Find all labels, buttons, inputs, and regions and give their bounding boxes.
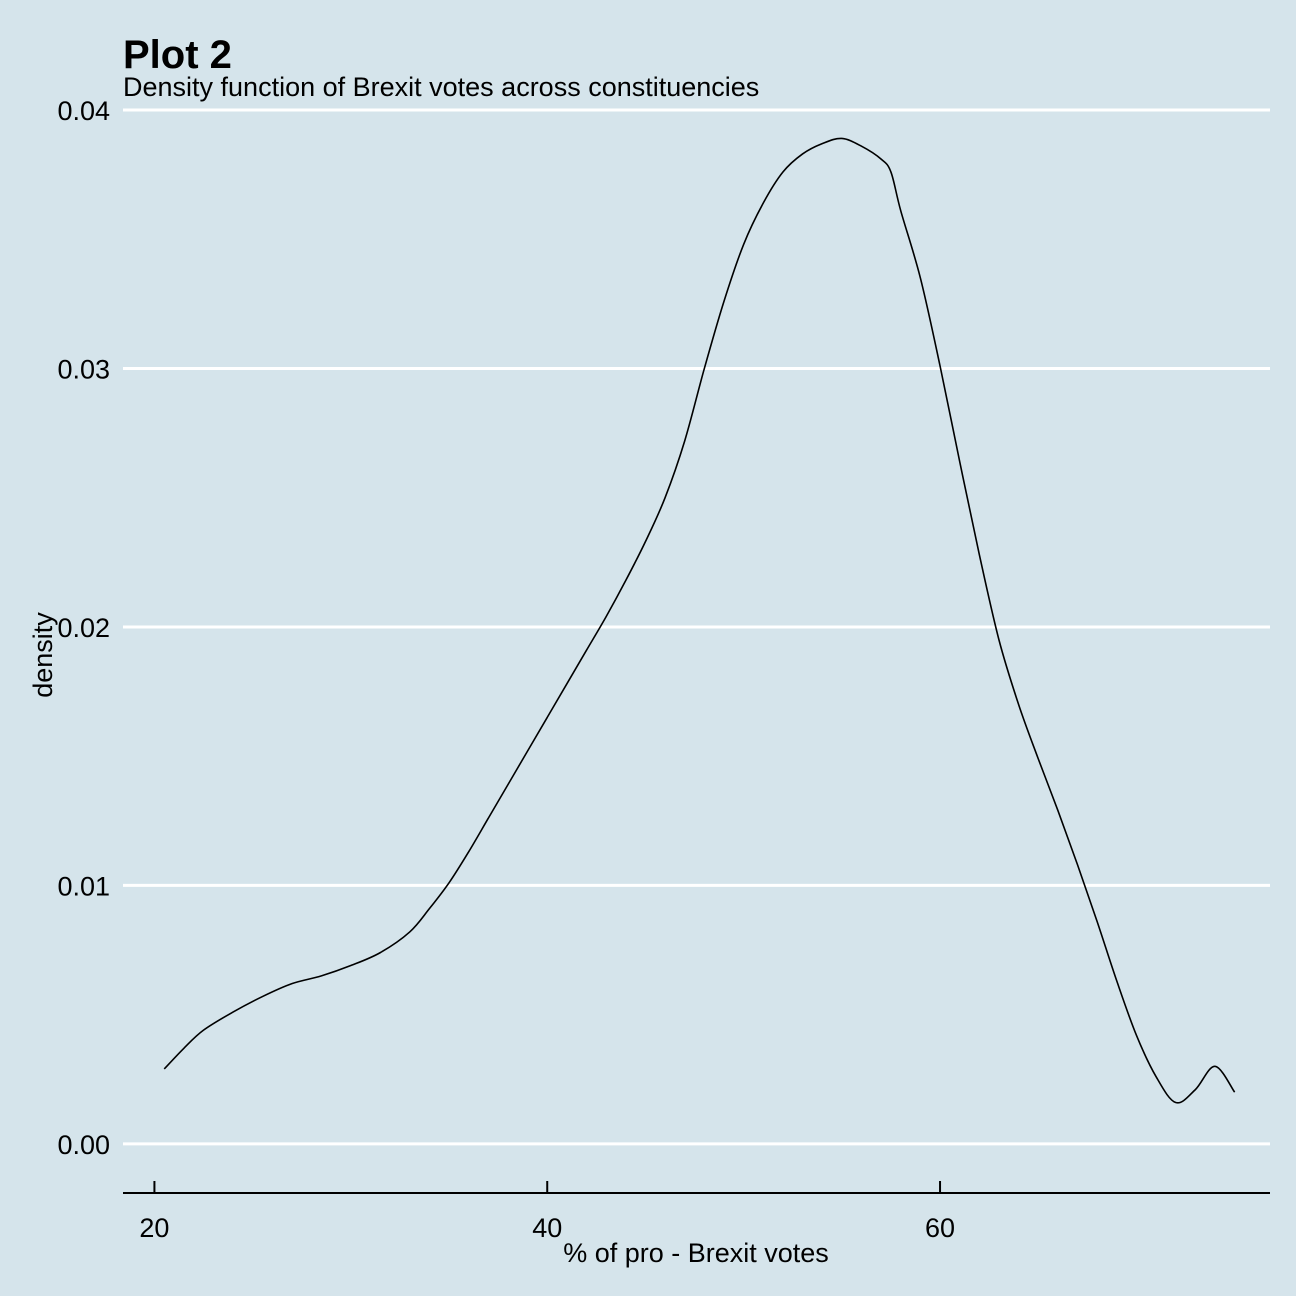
x-axis-title: % of pro - Brexit votes bbox=[563, 1238, 829, 1268]
y-tick-label: 0.04 bbox=[57, 96, 110, 126]
y-tick-label: 0.00 bbox=[57, 1130, 110, 1160]
y-tick-label: 0.01 bbox=[57, 871, 110, 901]
x-tick-label: 60 bbox=[925, 1213, 955, 1243]
chart-title: Plot 2 bbox=[123, 33, 232, 77]
y-tick-label: 0.02 bbox=[57, 613, 110, 643]
x-tick-label: 20 bbox=[139, 1213, 169, 1243]
y-axis-title: density bbox=[28, 612, 58, 698]
x-axis bbox=[123, 1181, 1270, 1194]
density-line bbox=[163, 137, 1236, 1104]
series-layer bbox=[163, 137, 1236, 1104]
x-tick-label: 40 bbox=[532, 1213, 562, 1243]
chart-subtitle: Density function of Brexit votes across … bbox=[123, 72, 759, 102]
y-tick-label: 0.03 bbox=[57, 354, 110, 384]
gridlines bbox=[123, 108, 1270, 1146]
tick-labels: 0.00 0.01 0.02 0.03 0.04 20 40 60 bbox=[57, 96, 955, 1243]
